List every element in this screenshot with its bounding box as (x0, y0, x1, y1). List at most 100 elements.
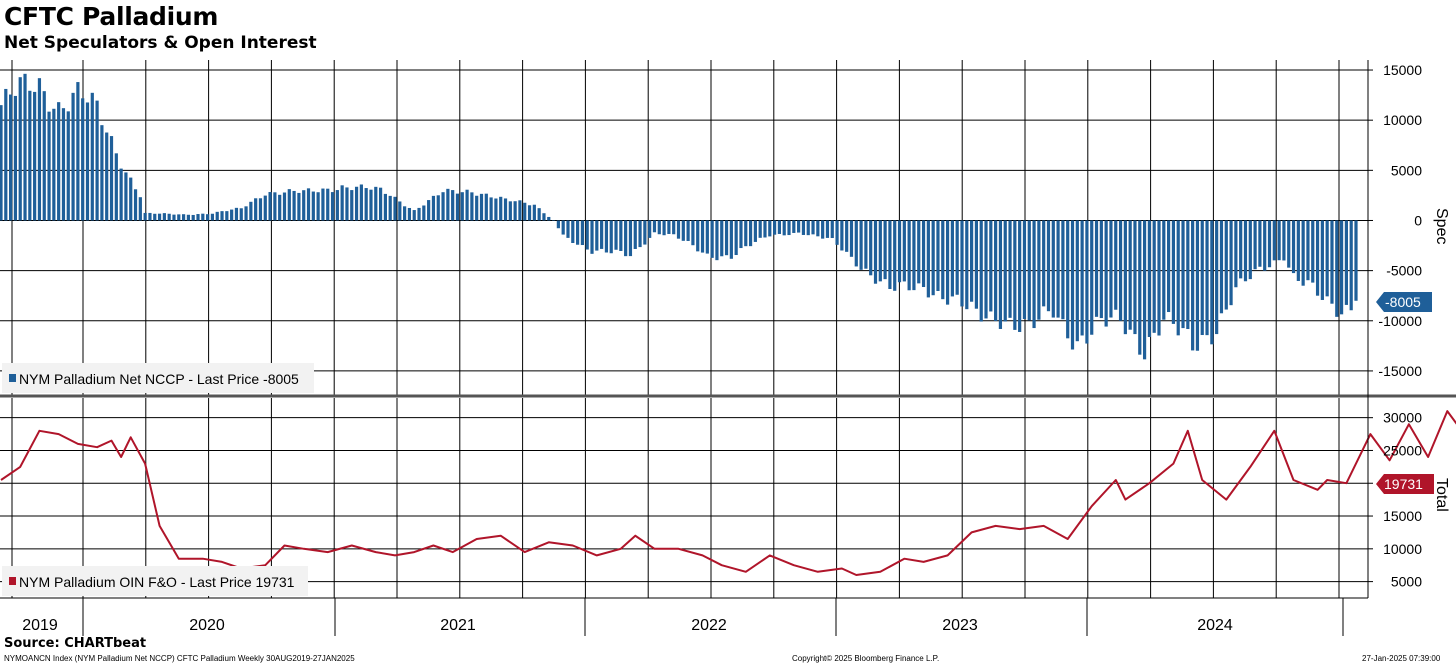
spec-bar-226 (1085, 220, 1089, 344)
spec-bar-91 (436, 195, 440, 221)
total-last-badge-shape (1376, 474, 1434, 494)
spec-bar-201 (965, 220, 969, 310)
spec-bar-85 (407, 207, 412, 221)
spec-bar-150 (720, 220, 724, 257)
spec-bar-162 (777, 220, 782, 234)
spec-bar-189 (907, 220, 911, 291)
spec-bar-186 (893, 220, 897, 291)
spec-bar-99 (475, 195, 479, 221)
spec-bar-277 (1330, 220, 1334, 304)
spec-last-badge-text: -8005 (1385, 294, 1421, 310)
spec-bar-20 (95, 100, 99, 221)
spec-bar-75 (359, 184, 363, 221)
footer-copyright: Copyright© 2025 Bloomberg Finance L.P. (792, 654, 940, 663)
spec-bar-108 (518, 200, 522, 221)
spec-bar-72 (345, 187, 349, 221)
footer-timestamp: 27-Jan-2025 07:39:00 (1362, 654, 1441, 663)
chart-axes: 15000 10000 5000 0 -5000 -10000 -15000 30000 250… (0, 60, 1456, 636)
spec-bar-152 (729, 220, 733, 259)
spec-bar-10 (47, 111, 51, 221)
spec-bar-121 (580, 220, 585, 246)
spec-bar-137 (657, 220, 661, 235)
spec-bar-154 (739, 220, 743, 249)
spec-bar-255 (1224, 220, 1228, 310)
spec-bar-101 (484, 193, 488, 221)
spec-bar-248 (1191, 220, 1195, 351)
spec-bar-183 (878, 220, 882, 282)
spec-bar-116 (556, 220, 560, 229)
spec-bar-211 (1013, 220, 1017, 330)
spec-bar-223 (1070, 220, 1075, 350)
spec-bar-158 (758, 220, 762, 238)
spec-bar-220 (1056, 220, 1060, 318)
spec-bar-39 (186, 214, 190, 221)
spec-bar-31 (148, 212, 152, 221)
spec-bar-109 (523, 202, 527, 221)
spec-bar-0 (0, 105, 3, 221)
spec-bar-95 (455, 193, 460, 221)
spec-bar-238 (1142, 220, 1147, 360)
spec-bar-254 (1219, 220, 1224, 314)
spec-bar-153 (734, 220, 738, 256)
year-label-2019: 2019 (22, 617, 58, 634)
spec-bar-55 (263, 195, 267, 221)
top-ytick-label-6: -15000 (1378, 363, 1422, 379)
spec-bar-227 (1090, 220, 1094, 335)
spec-bar-93 (446, 188, 450, 221)
bottom-ytick-label-1: 25000 (1383, 442, 1422, 458)
spec-bar-279 (1339, 220, 1344, 315)
spec-bar-271 (1301, 220, 1305, 286)
spec-bar-134 (643, 220, 647, 245)
spec-bar-146 (700, 220, 705, 253)
spec-bars (0, 73, 1358, 360)
spec-bar-97 (465, 189, 469, 221)
spec-bar-172 (825, 220, 830, 238)
spec-bar-54 (258, 198, 263, 221)
spec-bar-208 (998, 220, 1003, 329)
spec-bar-240 (1152, 220, 1156, 333)
spec-bar-53 (254, 198, 258, 221)
spec-bar-144 (691, 220, 695, 246)
top-legend-swatch (9, 374, 16, 382)
spec-bar-100 (479, 193, 484, 221)
spec-bar-30 (143, 212, 147, 221)
spec-bar-145 (696, 220, 700, 252)
spec-bar-69 (330, 192, 335, 221)
footer-series-info: NYMOANCN Index (NYM Palladium Net NCCP) … (4, 654, 355, 663)
spec-bar-82 (393, 196, 397, 221)
spec-bar-80 (383, 193, 387, 221)
total-axis-label: Total (1433, 478, 1450, 512)
spec-bar-23 (109, 136, 114, 221)
spec-bar-194 (931, 220, 935, 296)
spec-bar-141 (676, 220, 681, 239)
top-ytick-label-4: -5000 (1386, 263, 1422, 279)
spec-bar-259 (1243, 220, 1248, 282)
spec-bar-160 (768, 220, 772, 237)
spec-bar-272 (1306, 220, 1310, 281)
spec-bar-167 (801, 220, 806, 235)
spec-bar-12 (57, 102, 61, 221)
spec-bar-90 (431, 195, 436, 221)
spec-bar-184 (883, 220, 887, 280)
spec-bar-131 (628, 220, 633, 257)
spec-bar-49 (234, 207, 239, 221)
spec-bar-29 (138, 197, 142, 221)
total-last-badge-text: 19731 (1384, 476, 1423, 492)
spec-bar-106 (508, 201, 512, 221)
spec-bar-13 (61, 108, 66, 221)
spec-bar-63 (302, 190, 306, 221)
spec-bar-38 (181, 214, 186, 221)
spec-bar-138 (662, 220, 666, 236)
spec-bar-65 (311, 191, 315, 221)
spec-bar-118 (566, 220, 570, 238)
spec-bar-164 (787, 220, 791, 236)
spec-bar-222 (1066, 220, 1070, 339)
spec-bar-236 (1133, 220, 1137, 335)
spec-bar-230 (1104, 220, 1108, 327)
spec-bar-185 (888, 220, 892, 289)
spec-bar-142 (681, 220, 685, 241)
spec-bar-9 (42, 91, 46, 221)
top-ytick-label-0: 15000 (1383, 62, 1422, 78)
spec-bar-83 (398, 201, 402, 221)
spec-bar-275 (1320, 220, 1324, 300)
